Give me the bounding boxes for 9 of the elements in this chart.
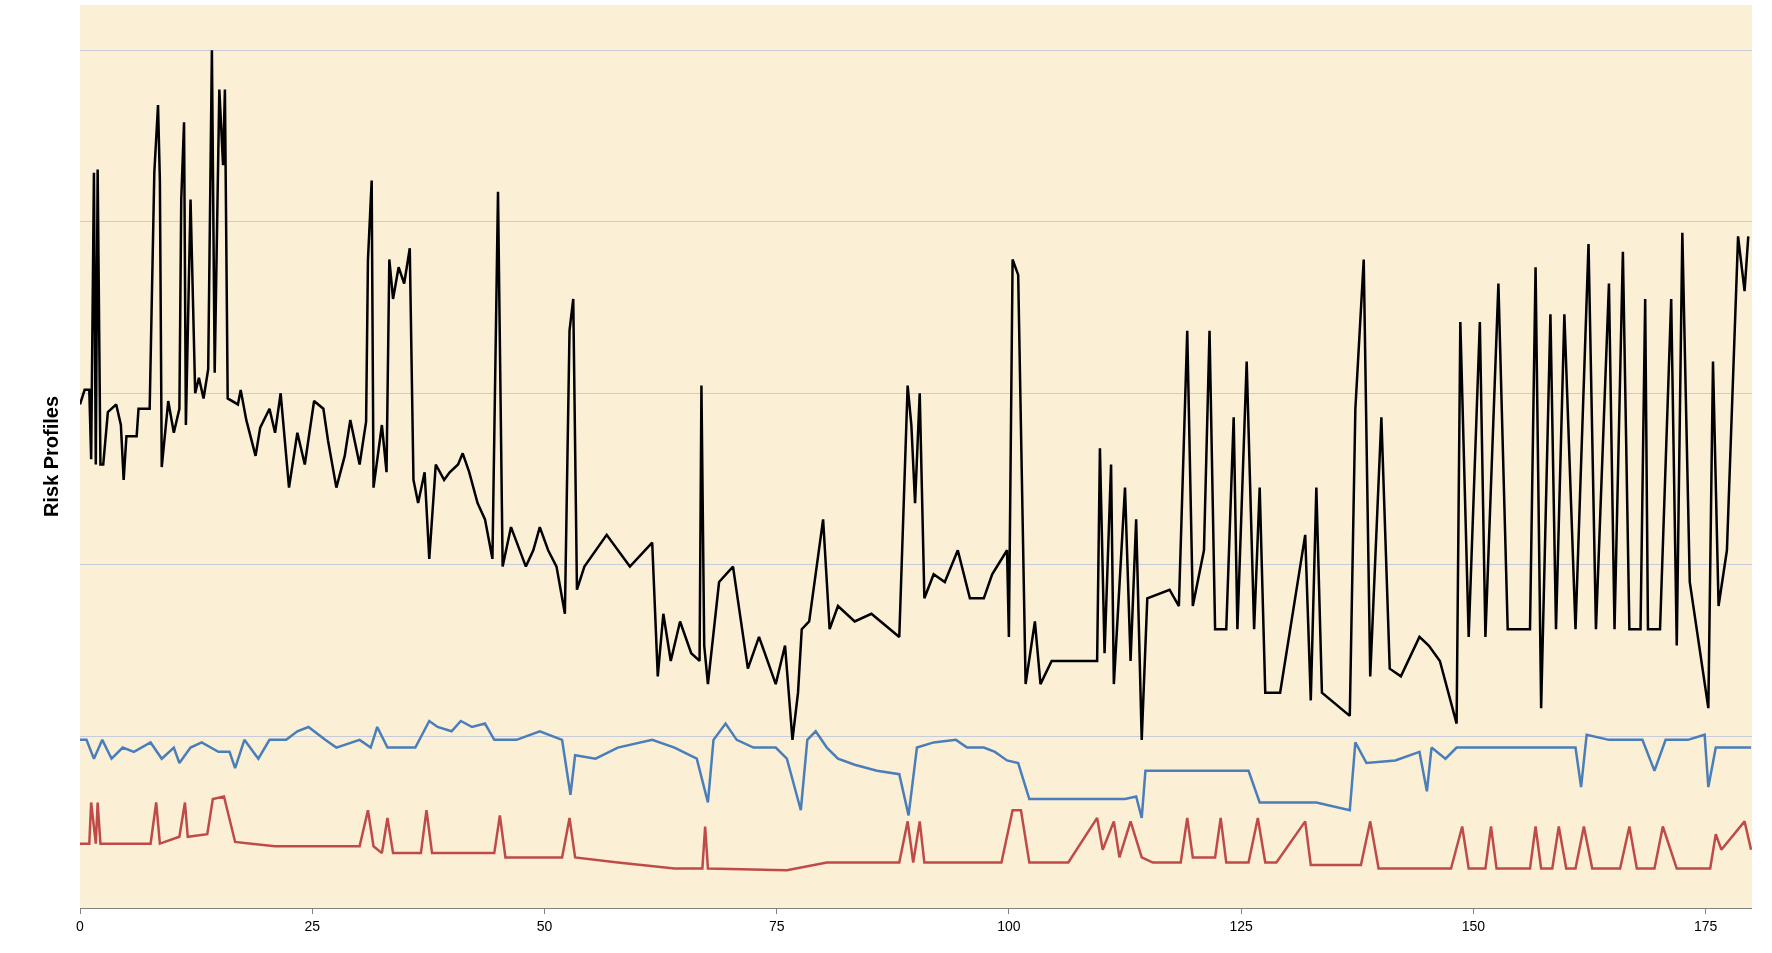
x-tick-label: 0 [76,917,85,934]
x-tick-label: 100 [997,917,1021,934]
x-tick-label: 175 [1693,917,1718,934]
x-tick-label: 75 [768,917,785,934]
x-tick-label: 50 [536,917,553,934]
x-tick-label: 25 [304,917,321,934]
x-tick-label: 125 [1229,917,1253,934]
x-tick-label: 150 [1461,917,1486,934]
y-axis-title: Risk Profiles [39,395,62,518]
